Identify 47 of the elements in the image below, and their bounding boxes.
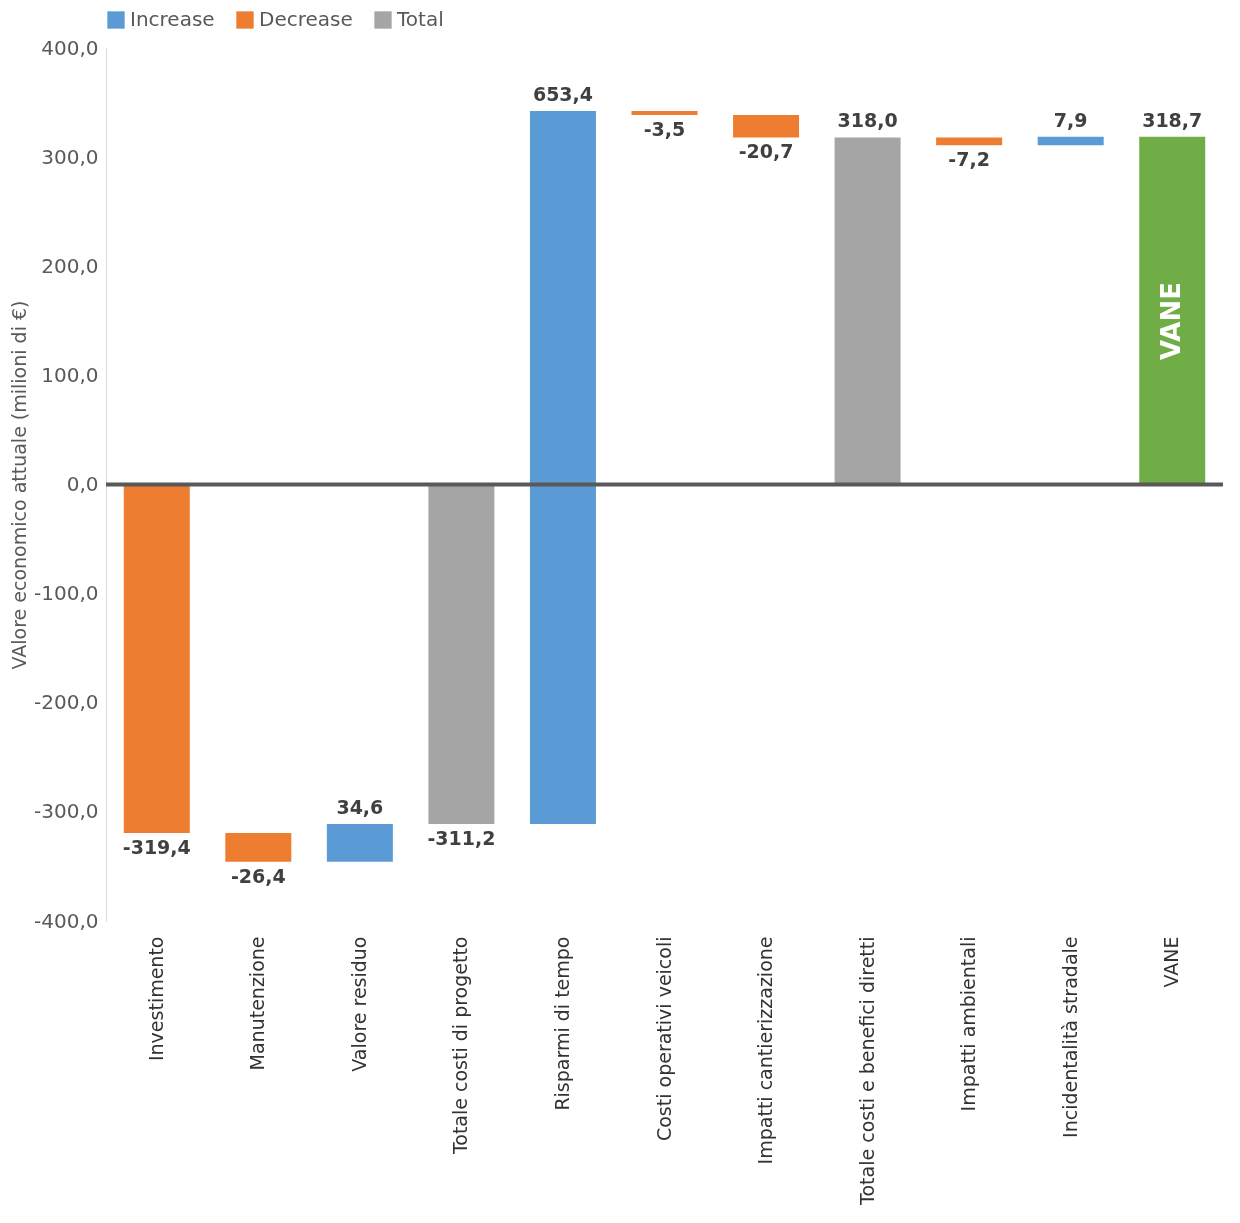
y-tick-label: 0,0 <box>66 472 99 496</box>
y-axis-title: VAlore economico attuale (milioni di €) <box>8 300 31 670</box>
bar <box>123 484 190 834</box>
data-label: 7,9 <box>1053 108 1088 131</box>
bar <box>529 111 596 825</box>
bar <box>631 111 698 115</box>
legend-label: Increase <box>130 7 215 31</box>
data-label: -7,2 <box>948 148 990 171</box>
data-label: 34,6 <box>336 796 384 819</box>
x-tick-label: Incidentalità stradale <box>1058 936 1081 1138</box>
data-label: 653,4 <box>532 83 594 106</box>
y-tick-label: 100,0 <box>41 362 99 387</box>
data-label: -311,2 <box>427 827 496 850</box>
y-tick-label: 200,0 <box>41 253 99 278</box>
x-tick-label: Totale costi e benefici diretti <box>855 936 878 1206</box>
bar <box>326 824 393 862</box>
data-label: -319,4 <box>122 836 191 859</box>
y-tick-label: -100,0 <box>34 581 99 606</box>
x-tick-label: Impatti ambientali <box>957 936 980 1112</box>
x-tick-label: Totale costi di progetto <box>449 936 472 1156</box>
x-tick-label: Risparmi di tempo <box>550 936 573 1111</box>
x-tick-label: Impatti cantierizzazione <box>754 936 777 1165</box>
y-tick-label: -400,0 <box>34 908 99 933</box>
bar <box>1037 136 1104 146</box>
y-tick-label: -200,0 <box>34 690 99 715</box>
x-tick-label: Investimento <box>144 936 167 1062</box>
data-label: -20,7 <box>738 140 794 163</box>
y-tick-label: 300,0 <box>41 144 99 169</box>
y-tick-label: 400,0 <box>41 35 99 60</box>
bar <box>936 137 1003 146</box>
legend-label: Decrease <box>259 7 353 31</box>
data-label: -26,4 <box>230 864 286 887</box>
data-label: 318,7 <box>1142 108 1203 131</box>
bar <box>834 137 901 485</box>
x-tick-label: Manutenzione <box>246 936 269 1071</box>
bar <box>225 833 292 862</box>
annotation: VANE <box>1156 282 1187 361</box>
bar <box>428 484 495 825</box>
bar <box>1139 136 1206 485</box>
x-tick-label: Valore residuo <box>347 936 370 1072</box>
legend-label: Total <box>396 7 444 31</box>
bar <box>733 114 800 138</box>
data-label: 318,0 <box>837 109 898 132</box>
x-tick-label: VANE <box>1160 936 1183 988</box>
data-label: -3,5 <box>643 117 686 140</box>
x-tick-label: Costi operativi veicoli <box>652 936 675 1142</box>
y-tick-label: -300,0 <box>34 799 99 824</box>
